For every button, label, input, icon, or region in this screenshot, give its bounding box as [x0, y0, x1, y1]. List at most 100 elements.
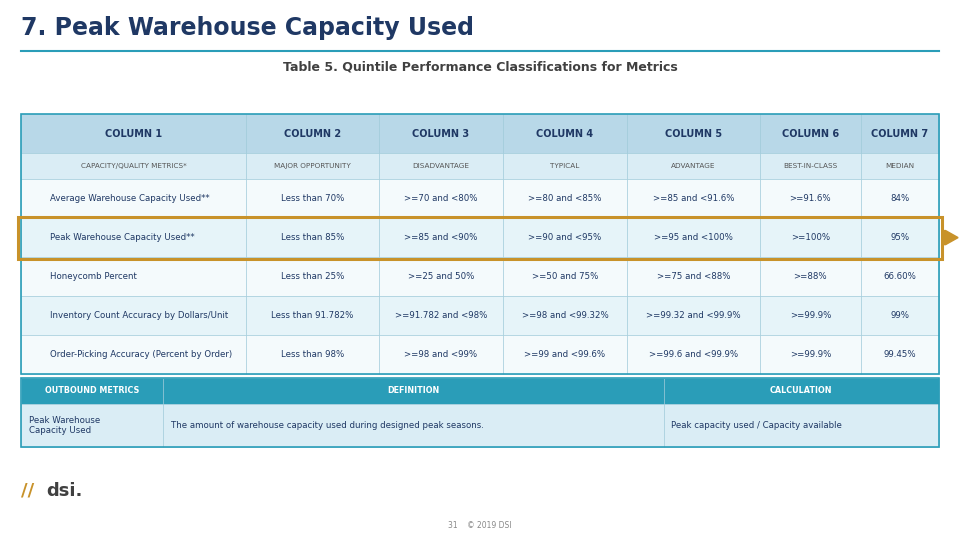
FancyArrow shape: [944, 231, 958, 245]
Text: >=91.782 and <98%: >=91.782 and <98%: [395, 311, 487, 320]
Bar: [21, 179, 246, 218]
Text: >=75 and <88%: >=75 and <88%: [657, 272, 731, 281]
Text: dsi.: dsi.: [46, 482, 83, 500]
Text: COLUMN 3: COLUMN 3: [413, 129, 469, 139]
Text: 66.60%: 66.60%: [883, 272, 916, 281]
Text: COLUMN 7: COLUMN 7: [872, 129, 928, 139]
Text: OUTBOUND METRICS: OUTBOUND METRICS: [45, 387, 139, 395]
Bar: [861, 114, 939, 153]
Text: >=98 and <99.32%: >=98 and <99.32%: [521, 311, 609, 320]
Bar: [627, 335, 760, 374]
Bar: [246, 153, 379, 179]
Bar: [627, 296, 760, 335]
Text: >=99.9%: >=99.9%: [790, 311, 831, 320]
Bar: [246, 179, 379, 218]
Bar: [21, 153, 246, 179]
Text: >=100%: >=100%: [791, 233, 830, 242]
Text: DISADVANTAGE: DISADVANTAGE: [413, 163, 469, 170]
Bar: [503, 114, 627, 153]
Text: >=25 and 50%: >=25 and 50%: [408, 272, 474, 281]
Text: Honeycomb Percent: Honeycomb Percent: [50, 272, 136, 281]
Text: >=99.9%: >=99.9%: [790, 350, 831, 359]
Bar: [760, 179, 861, 218]
Text: 31    © 2019 DSI: 31 © 2019 DSI: [448, 521, 512, 530]
Text: >=95 and <100%: >=95 and <100%: [654, 233, 732, 242]
Bar: [21, 114, 939, 374]
Bar: [760, 296, 861, 335]
Bar: [21, 296, 246, 335]
Text: >=98 and <99%: >=98 and <99%: [404, 350, 477, 359]
Bar: [861, 179, 939, 218]
Bar: [861, 153, 939, 179]
Text: Less than 91.782%: Less than 91.782%: [272, 311, 353, 320]
Text: Peak Warehouse
Capacity Used: Peak Warehouse Capacity Used: [29, 416, 100, 435]
Text: Less than 25%: Less than 25%: [281, 272, 345, 281]
Text: >=99.32 and <99.9%: >=99.32 and <99.9%: [646, 311, 741, 320]
Text: DEFINITION: DEFINITION: [387, 387, 440, 395]
Text: >=70 and <80%: >=70 and <80%: [404, 194, 478, 203]
Text: >=99.6 and <99.9%: >=99.6 and <99.9%: [649, 350, 738, 359]
Text: CAPACITY/QUALITY METRICS*: CAPACITY/QUALITY METRICS*: [81, 163, 186, 170]
Text: >=50 and 75%: >=50 and 75%: [532, 272, 598, 281]
Text: BEST-IN-CLASS: BEST-IN-CLASS: [783, 163, 837, 170]
Bar: [379, 257, 503, 296]
Text: 99%: 99%: [890, 311, 909, 320]
Bar: [21, 404, 163, 447]
Bar: [379, 179, 503, 218]
Text: The amount of warehouse capacity used during designed peak seasons.: The amount of warehouse capacity used du…: [171, 421, 484, 430]
Text: >=88%: >=88%: [794, 272, 828, 281]
Text: >=91.6%: >=91.6%: [789, 194, 831, 203]
Text: 99.45%: 99.45%: [883, 350, 916, 359]
Bar: [760, 153, 861, 179]
Bar: [246, 257, 379, 296]
Bar: [21, 114, 246, 153]
Bar: [627, 153, 760, 179]
Bar: [503, 218, 627, 257]
Text: TYPICAL: TYPICAL: [550, 163, 580, 170]
Bar: [246, 114, 379, 153]
Bar: [379, 296, 503, 335]
Text: COLUMN 5: COLUMN 5: [665, 129, 722, 139]
Text: COLUMN 1: COLUMN 1: [105, 129, 162, 139]
Bar: [379, 153, 503, 179]
Bar: [21, 257, 246, 296]
Text: ADVANTAGE: ADVANTAGE: [671, 163, 715, 170]
Text: Peak Warehouse Capacity Used**: Peak Warehouse Capacity Used**: [50, 233, 195, 242]
Bar: [503, 179, 627, 218]
Text: 7. Peak Warehouse Capacity Used: 7. Peak Warehouse Capacity Used: [21, 16, 474, 40]
Bar: [760, 257, 861, 296]
Text: >=85 and <91.6%: >=85 and <91.6%: [653, 194, 734, 203]
Text: Peak capacity used / Capacity available: Peak capacity used / Capacity available: [671, 421, 842, 430]
Text: 84%: 84%: [890, 194, 909, 203]
Bar: [760, 218, 861, 257]
Bar: [21, 218, 246, 257]
Bar: [503, 335, 627, 374]
Text: Average Warehouse Capacity Used**: Average Warehouse Capacity Used**: [50, 194, 209, 203]
Bar: [379, 335, 503, 374]
Bar: [861, 218, 939, 257]
Bar: [21, 378, 163, 404]
Text: //: //: [21, 482, 35, 500]
Bar: [861, 257, 939, 296]
Bar: [760, 335, 861, 374]
Bar: [760, 114, 861, 153]
Bar: [627, 179, 760, 218]
Text: COLUMN 4: COLUMN 4: [537, 129, 593, 139]
Bar: [379, 218, 503, 257]
Text: 95%: 95%: [890, 233, 909, 242]
Bar: [246, 218, 379, 257]
Text: COLUMN 6: COLUMN 6: [781, 129, 839, 139]
Text: >=80 and <85%: >=80 and <85%: [528, 194, 602, 203]
Bar: [861, 296, 939, 335]
Text: Less than 98%: Less than 98%: [281, 350, 344, 359]
Text: MAJOR OPPORTUNITY: MAJOR OPPORTUNITY: [275, 163, 351, 170]
Text: Inventory Count Accuracy by Dollars/Unit: Inventory Count Accuracy by Dollars/Unit: [50, 311, 228, 320]
Bar: [663, 404, 939, 447]
Text: >=99 and <99.6%: >=99 and <99.6%: [524, 350, 606, 359]
Bar: [503, 153, 627, 179]
Bar: [627, 218, 760, 257]
Bar: [246, 335, 379, 374]
Bar: [18, 217, 942, 259]
Bar: [663, 378, 939, 404]
Bar: [861, 335, 939, 374]
